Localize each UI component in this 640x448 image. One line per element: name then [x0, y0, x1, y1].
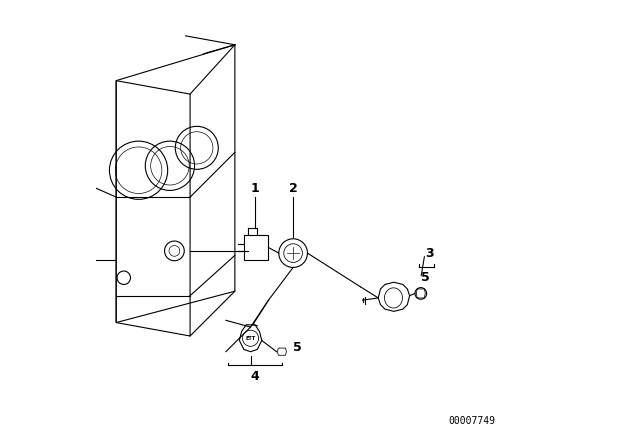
Text: 5: 5 — [421, 271, 429, 284]
Text: 5: 5 — [293, 340, 302, 354]
Text: 4: 4 — [251, 370, 259, 383]
Text: 1: 1 — [251, 182, 259, 195]
Text: 00007749: 00007749 — [449, 416, 496, 426]
Text: 2: 2 — [289, 182, 298, 195]
Text: 3: 3 — [425, 246, 434, 260]
Text: ETT: ETT — [245, 336, 256, 341]
